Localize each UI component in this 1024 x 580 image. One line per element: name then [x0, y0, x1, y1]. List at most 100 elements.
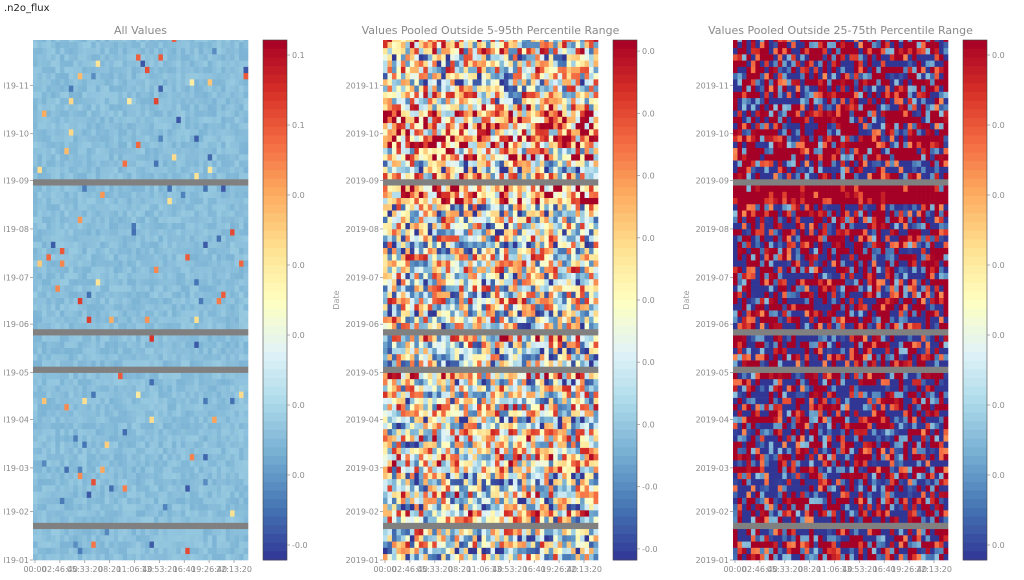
colorbar-segment: [263, 196, 287, 206]
heatmap-cell: [230, 66, 235, 74]
heatmap-cell: [185, 41, 191, 49]
heatmap-cell: [167, 122, 173, 130]
heatmap-cell: [405, 453, 411, 461]
heatmap-cell: [140, 135, 146, 142]
heatmap-cell: [167, 97, 173, 105]
heatmap-cell: [194, 478, 200, 486]
heatmap-cell: [423, 472, 429, 480]
heatmap-cell: [68, 478, 74, 486]
heatmap-cell: [82, 141, 88, 149]
heatmap-cell: [432, 453, 438, 461]
heatmap-cell: [158, 478, 164, 486]
heatmap-cell: [589, 485, 594, 492]
heatmap-cell: [46, 47, 52, 55]
heatmap-cell: [185, 472, 191, 480]
heatmap-cell: [153, 460, 159, 467]
heatmap-cell: [68, 453, 74, 461]
heatmap-cell: [185, 66, 191, 74]
heatmap-cell: [225, 203, 231, 211]
heatmap-cell: [86, 172, 92, 180]
heatmap-cell: [405, 535, 411, 542]
heatmap-cell: [140, 160, 146, 167]
heatmap-cell: [234, 453, 240, 461]
heatmap-cell: [418, 522, 424, 530]
heatmap-cell: [189, 428, 195, 436]
heatmap-cell: [230, 303, 235, 311]
heatmap-cell: [149, 153, 155, 161]
colorbar-segment: [263, 161, 287, 171]
heatmap-cell: [149, 147, 155, 155]
heatmap-cell: [118, 460, 123, 467]
heatmap-cell: [37, 197, 43, 205]
heatmap-cell: [494, 510, 500, 517]
heatmap-cell: [243, 122, 249, 130]
colorbar-segment: [263, 386, 287, 396]
heatmap-cell: [230, 553, 235, 561]
heatmap-cell: [494, 485, 500, 492]
heatmap-cell: [37, 472, 43, 480]
heatmap-cell: [167, 66, 173, 74]
heatmap-cell: [198, 360, 204, 367]
heatmap-cell: [122, 54, 128, 61]
heatmap-cell: [589, 547, 594, 555]
heatmap-cell: [512, 491, 518, 498]
heatmap-cell: [486, 497, 491, 505]
heatmap-cell: [162, 247, 168, 255]
heatmap-cell: [203, 335, 208, 342]
heatmap-cell: [481, 447, 487, 455]
heatmap-cell: [584, 522, 590, 530]
heatmap-cell: [73, 435, 79, 442]
heatmap-cell: [100, 129, 105, 136]
heatmap-cell: [136, 347, 141, 355]
heatmap-cell: [203, 122, 208, 130]
heatmap-cell: [207, 191, 213, 199]
heatmap-cell: [140, 79, 146, 86]
heatmap-cell: [441, 460, 447, 467]
heatmap-cell: [207, 535, 213, 542]
heatmap-cell: [409, 497, 415, 505]
heatmap-cell: [180, 235, 186, 242]
heatmap-cell: [198, 303, 204, 311]
heatmap-cell: [162, 322, 168, 330]
heatmap-cell: [167, 129, 173, 136]
heatmap-cell: [46, 160, 52, 167]
heatmap-cell: [593, 491, 599, 498]
heatmap-cell: [41, 191, 47, 199]
heatmap-cell: [230, 403, 235, 411]
heatmap-cell: [212, 147, 217, 155]
heatmap-cell: [171, 178, 177, 186]
heatmap-cell: [144, 403, 150, 411]
heatmap-cell: [33, 210, 38, 217]
heatmap-cell: [234, 528, 240, 536]
heatmap-cell: [194, 447, 200, 455]
heatmap-cell: [557, 460, 563, 467]
heatmap-cell: [104, 272, 110, 280]
heatmap-cell: [41, 416, 47, 423]
heatmap-cell: [113, 428, 119, 436]
heatmap-cell: [472, 466, 478, 473]
heatmap-cell: [118, 253, 123, 261]
heatmap-cell: [149, 516, 155, 523]
heatmap-cell: [136, 316, 141, 323]
heatmap-cell: [73, 547, 79, 555]
heatmap-cell: [481, 466, 487, 473]
heatmap-cell: [189, 66, 195, 74]
heatmap-cell: [127, 447, 132, 455]
heatmap-cell: [535, 478, 541, 486]
heatmap-cell: [144, 341, 150, 348]
heatmap-cell: [64, 503, 70, 511]
heatmap-cell: [59, 403, 65, 411]
heatmap-cell: [239, 353, 244, 361]
heatmap-cell: [230, 528, 235, 536]
heatmap-cell: [526, 510, 532, 517]
heatmap-cell: [113, 372, 119, 380]
heatmap-cell: [212, 97, 217, 105]
heatmap-cell: [203, 291, 208, 298]
heatmap-cell: [104, 547, 110, 555]
heatmap-cell: [167, 216, 173, 224]
heatmap-cell: [553, 535, 558, 542]
heatmap-cell: [50, 85, 56, 92]
heatmap-cell: [73, 40, 79, 42]
heatmap-cell: [221, 391, 226, 398]
heatmap-cell: [234, 191, 240, 199]
